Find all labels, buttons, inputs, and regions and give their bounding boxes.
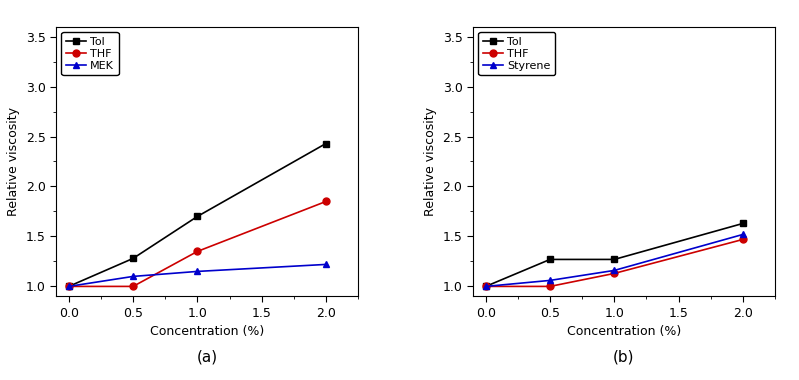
Text: (a): (a) [197,350,217,365]
THF [129,284,138,289]
Tol [738,221,748,226]
Line: Tol: Tol [483,220,746,290]
THF [481,284,491,289]
Styrene [738,232,748,237]
Tol [64,284,74,289]
Styrene [545,278,555,283]
X-axis label: Concentration (%): Concentration (%) [150,325,264,338]
Styrene [610,268,619,273]
THF [321,199,331,204]
Styrene [481,284,491,289]
THF [738,237,748,242]
MEK [321,262,331,267]
MEK [64,284,74,289]
Tol [481,284,491,289]
THF [193,249,202,254]
X-axis label: Concentration (%): Concentration (%) [566,325,681,338]
Line: THF: THF [483,236,746,290]
Line: THF: THF [66,198,329,290]
MEK [193,269,202,274]
Tol [129,256,138,261]
Line: Styrene: Styrene [483,231,746,290]
Tol [193,214,202,219]
THF [610,271,619,276]
Y-axis label: Relative viscosity: Relative viscosity [7,107,20,216]
Tol [545,257,555,262]
Tol [610,257,619,262]
Legend: Tol, THF, Styrene: Tol, THF, Styrene [479,32,555,76]
Line: MEK: MEK [66,261,329,290]
THF [64,284,74,289]
Line: Tol: Tol [66,140,329,290]
Tol [321,141,331,146]
Legend: Tol, THF, MEK: Tol, THF, MEK [62,32,119,76]
Text: (b): (b) [613,350,634,365]
THF [545,284,555,289]
Y-axis label: Relative viscosity: Relative viscosity [424,107,437,216]
MEK [129,274,138,279]
